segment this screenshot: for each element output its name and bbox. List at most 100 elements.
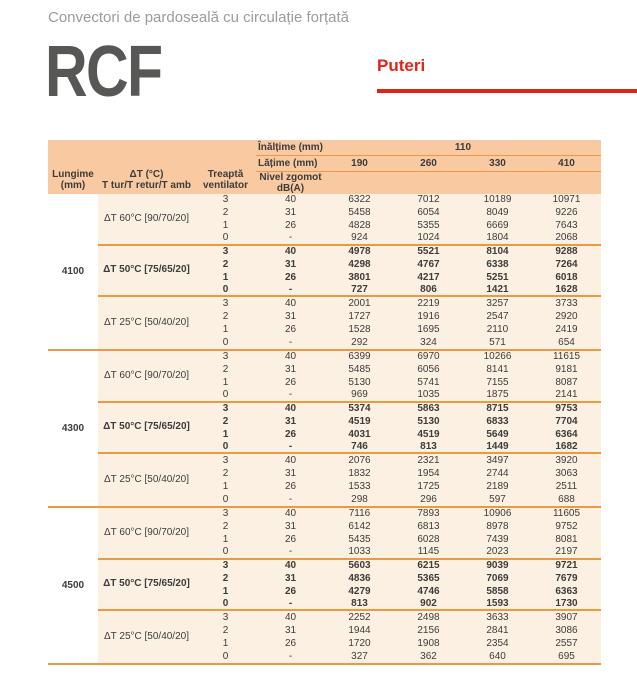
power-value: 2001 bbox=[325, 297, 394, 311]
power-value: 5741 bbox=[394, 376, 463, 390]
power-value: 2110 bbox=[463, 323, 532, 337]
power-value: 688 bbox=[532, 493, 601, 506]
noise-level-value: 26 bbox=[256, 271, 325, 285]
power-value: 6813 bbox=[394, 520, 463, 534]
power-value: 1695 bbox=[394, 323, 463, 337]
power-value: 2252 bbox=[325, 611, 394, 625]
fan-step-value: 1 bbox=[195, 533, 256, 547]
power-value: 362 bbox=[394, 650, 463, 663]
power-value: 6142 bbox=[325, 520, 394, 534]
power-value: 9753 bbox=[532, 402, 601, 416]
power-value: 8104 bbox=[463, 245, 532, 259]
section-label: Puteri bbox=[377, 56, 426, 75]
power-value: 8978 bbox=[463, 520, 532, 534]
noise-level-value: 31 bbox=[256, 258, 325, 272]
power-value: 9039 bbox=[463, 559, 532, 573]
power-value: 1421 bbox=[463, 284, 532, 298]
fan-step-value: 2 bbox=[195, 467, 256, 481]
power-value: 10266 bbox=[463, 351, 532, 364]
power-value: 2023 bbox=[463, 547, 532, 560]
fan-step-value: 0 bbox=[195, 493, 256, 506]
width-value-260: 260 bbox=[394, 156, 463, 172]
dt-label: ΔT 60°C [90/70/20] bbox=[98, 351, 195, 403]
power-value: 2321 bbox=[394, 454, 463, 468]
dt-label: ΔT 25°C [50/40/20] bbox=[98, 611, 195, 663]
dt-label: ΔT 60°C [90/70/20] bbox=[98, 508, 195, 560]
power-value: 640 bbox=[463, 650, 532, 663]
power-value: 9181 bbox=[532, 363, 601, 377]
power-value: 6833 bbox=[463, 415, 532, 429]
power-value: 3733 bbox=[532, 297, 601, 311]
row-header-latime: Lățime (mm) bbox=[256, 156, 325, 172]
page-subtitle: Convectori de pardoseală cu circulație f… bbox=[48, 9, 349, 26]
power-value: 597 bbox=[463, 493, 532, 506]
table-header: Lungime (mm) ΔT (°C) T tur/T retur/T amb… bbox=[48, 140, 601, 194]
power-value: 11615 bbox=[532, 351, 601, 364]
fan-step-value: 3 bbox=[195, 245, 256, 259]
col-header-fan: Treaptă ventilator bbox=[202, 169, 248, 191]
power-value: 902 bbox=[394, 598, 463, 612]
noise-level-value: 40 bbox=[256, 611, 325, 625]
power-value: 6669 bbox=[463, 219, 532, 233]
noise-level-value: 31 bbox=[256, 520, 325, 534]
power-value: 298 bbox=[325, 493, 394, 506]
power-value: 3920 bbox=[532, 454, 601, 468]
noise-level-value: 40 bbox=[256, 297, 325, 311]
fan-step-value: 3 bbox=[195, 611, 256, 625]
fan-step-value: 0 bbox=[195, 441, 256, 455]
power-value: 6338 bbox=[463, 258, 532, 272]
dt-label: ΔT 50°C [75/65/20] bbox=[98, 402, 195, 455]
fan-step-value: 2 bbox=[195, 624, 256, 638]
power-value: 5863 bbox=[394, 402, 463, 416]
power-value: 8087 bbox=[532, 376, 601, 390]
power-value: 2498 bbox=[394, 611, 463, 625]
power-value: 2419 bbox=[532, 323, 601, 337]
power-value: 727 bbox=[325, 284, 394, 298]
power-value: 2744 bbox=[463, 467, 532, 481]
noise-level-value: 26 bbox=[256, 480, 325, 494]
power-value: 4031 bbox=[325, 428, 394, 442]
width-value-330: 330 bbox=[463, 156, 532, 172]
power-value: 1832 bbox=[325, 467, 394, 481]
power-value: 9721 bbox=[532, 559, 601, 573]
noise-level-value: 40 bbox=[256, 351, 325, 364]
power-value: 1628 bbox=[532, 284, 601, 298]
fan-step-value: 2 bbox=[195, 310, 256, 324]
power-value: 806 bbox=[394, 284, 463, 298]
power-value: 324 bbox=[394, 336, 463, 349]
noise-level-value: 31 bbox=[256, 624, 325, 638]
noise-level-value: - bbox=[256, 598, 325, 612]
power-value: 969 bbox=[325, 390, 394, 403]
noise-level-value: 40 bbox=[256, 508, 325, 521]
fan-step-value: 1 bbox=[195, 219, 256, 233]
power-value: 5355 bbox=[394, 219, 463, 233]
power-value: 571 bbox=[463, 336, 532, 349]
power-value: 2354 bbox=[463, 637, 532, 651]
fan-step-value: 3 bbox=[195, 297, 256, 311]
width-value-190: 190 bbox=[325, 156, 394, 172]
power-value: 2557 bbox=[532, 637, 601, 651]
power-value: 2920 bbox=[532, 310, 601, 324]
power-value: 1682 bbox=[532, 441, 601, 455]
power-value: 8141 bbox=[463, 363, 532, 377]
power-value: 5374 bbox=[325, 402, 394, 416]
power-value: 7155 bbox=[463, 376, 532, 390]
power-value: 2189 bbox=[463, 480, 532, 494]
power-value: 6054 bbox=[394, 206, 463, 220]
power-value: 11605 bbox=[532, 508, 601, 521]
power-value: 4279 bbox=[325, 585, 394, 599]
power-value: 4746 bbox=[394, 585, 463, 599]
power-value: 2197 bbox=[532, 547, 601, 560]
noise-level-value: 26 bbox=[256, 637, 325, 651]
power-value: 8049 bbox=[463, 206, 532, 220]
fan-step-value: 2 bbox=[195, 363, 256, 377]
fan-step-value: 0 bbox=[195, 598, 256, 612]
power-value: 2511 bbox=[532, 480, 601, 494]
power-value: 5649 bbox=[463, 428, 532, 442]
power-value: 7116 bbox=[325, 508, 394, 521]
noise-level-value: 26 bbox=[256, 376, 325, 390]
fan-step-value: 3 bbox=[195, 402, 256, 416]
power-value: 3497 bbox=[463, 454, 532, 468]
power-value: 6018 bbox=[532, 271, 601, 285]
length-group-4300: 4300 ΔT 60°C [90/70/20] 3 40 6399 6970 10266 11… bbox=[48, 351, 601, 508]
